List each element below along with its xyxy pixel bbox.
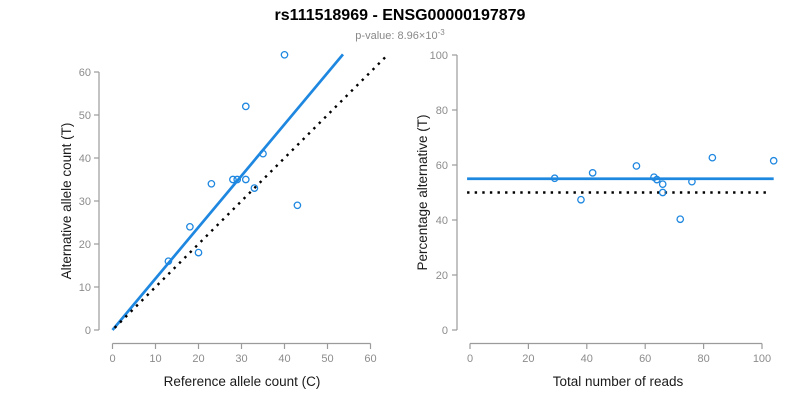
x-tick-label: 0 bbox=[467, 353, 473, 365]
data-point bbox=[676, 215, 685, 224]
data-point bbox=[658, 188, 667, 197]
data-point bbox=[164, 257, 173, 266]
data-point bbox=[688, 177, 696, 186]
y-tick-label: 30 bbox=[79, 196, 91, 208]
figure-title: rs111518969 - ENSG00000197879 bbox=[274, 7, 526, 24]
y-tick-label: 60 bbox=[436, 160, 448, 172]
data-point bbox=[550, 174, 559, 183]
data-point bbox=[769, 156, 778, 165]
data-point bbox=[194, 248, 203, 257]
y-tick-label: 20 bbox=[79, 239, 91, 251]
identity-line bbox=[113, 54, 389, 329]
y-tick-label: 40 bbox=[436, 215, 448, 227]
data-point bbox=[588, 169, 597, 177]
x-tick-label: 20 bbox=[192, 353, 204, 365]
y-axis-title: Alternative allele count (T) bbox=[59, 123, 74, 280]
y-tick-label: 0 bbox=[85, 325, 91, 337]
x-tick-label: 50 bbox=[321, 353, 333, 365]
x-tick-label: 10 bbox=[149, 353, 161, 365]
y-tick-label: 40 bbox=[79, 153, 91, 165]
x-tick-label: 60 bbox=[639, 353, 651, 365]
x-tick-label: 20 bbox=[522, 353, 534, 365]
data-point bbox=[186, 222, 194, 231]
x-tick-label: 60 bbox=[364, 353, 376, 365]
x-tick-label: 0 bbox=[109, 353, 115, 365]
data-point bbox=[653, 175, 661, 184]
data-point bbox=[658, 180, 667, 189]
x-tick-label: 40 bbox=[278, 353, 290, 365]
data-point bbox=[207, 179, 216, 188]
data-point bbox=[250, 184, 259, 192]
y-tick-label: 80 bbox=[436, 105, 448, 117]
data-point bbox=[233, 175, 242, 184]
data-point bbox=[632, 162, 641, 170]
data-point bbox=[241, 102, 250, 111]
x-tick-label: 100 bbox=[753, 353, 771, 365]
data-point bbox=[259, 149, 267, 158]
fitted-proportion-line bbox=[111, 53, 345, 331]
data-point bbox=[241, 175, 250, 184]
x-tick-label: 40 bbox=[581, 353, 593, 365]
x-tick-label: 80 bbox=[697, 353, 709, 365]
data-point bbox=[708, 153, 717, 162]
y-axis-title: Percentage alternative (T) bbox=[415, 114, 430, 270]
y-tick-label: 0 bbox=[442, 325, 448, 337]
data-point bbox=[229, 175, 237, 184]
data-point bbox=[280, 50, 289, 59]
x-tick-label: 30 bbox=[235, 353, 247, 365]
y-tick-label: 60 bbox=[79, 67, 91, 79]
data-point bbox=[577, 195, 585, 204]
data-point bbox=[293, 201, 302, 210]
x-axis-title: Reference allele count (C) bbox=[164, 374, 321, 389]
x-axis-title: Total number of reads bbox=[553, 374, 684, 389]
p-value-subtitle: p-value: 8.96×10-3 bbox=[0, 28, 800, 42]
p-value-exponent: -3 bbox=[437, 28, 445, 37]
y-tick-label: 10 bbox=[79, 282, 91, 294]
y-tick-label: 50 bbox=[79, 110, 91, 122]
p-value-text: p-value: 8.96×10 bbox=[355, 30, 438, 42]
y-tick-label: 20 bbox=[436, 270, 448, 282]
y-tick-label: 100 bbox=[430, 50, 448, 62]
